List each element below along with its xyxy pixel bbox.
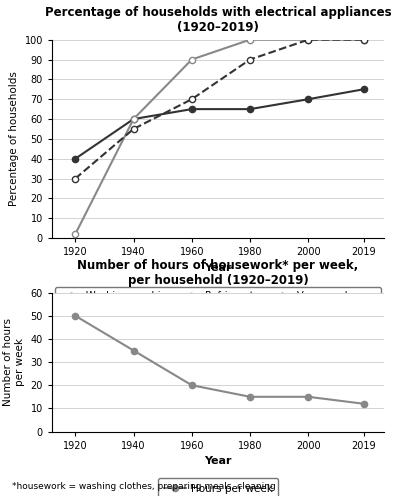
Legend: Hours per week: Hours per week xyxy=(158,479,278,496)
Text: *housework = washing clothes, preparing meals, cleaning: *housework = washing clothes, preparing … xyxy=(12,482,276,491)
Y-axis label: Number of hours
per week: Number of hours per week xyxy=(4,318,25,406)
Title: Percentage of households with electrical appliances
(1920–2019): Percentage of households with electrical… xyxy=(45,6,391,34)
Legend: Washing machine, Refrigerator, Vacuum cleaner: Washing machine, Refrigerator, Vacuum cl… xyxy=(56,287,380,307)
X-axis label: Year: Year xyxy=(204,456,232,466)
Title: Number of hours of housework* per week,
per household (1920–2019): Number of hours of housework* per week, … xyxy=(77,259,359,287)
Y-axis label: Percentage of households: Percentage of households xyxy=(9,71,19,206)
X-axis label: Year: Year xyxy=(204,263,232,273)
